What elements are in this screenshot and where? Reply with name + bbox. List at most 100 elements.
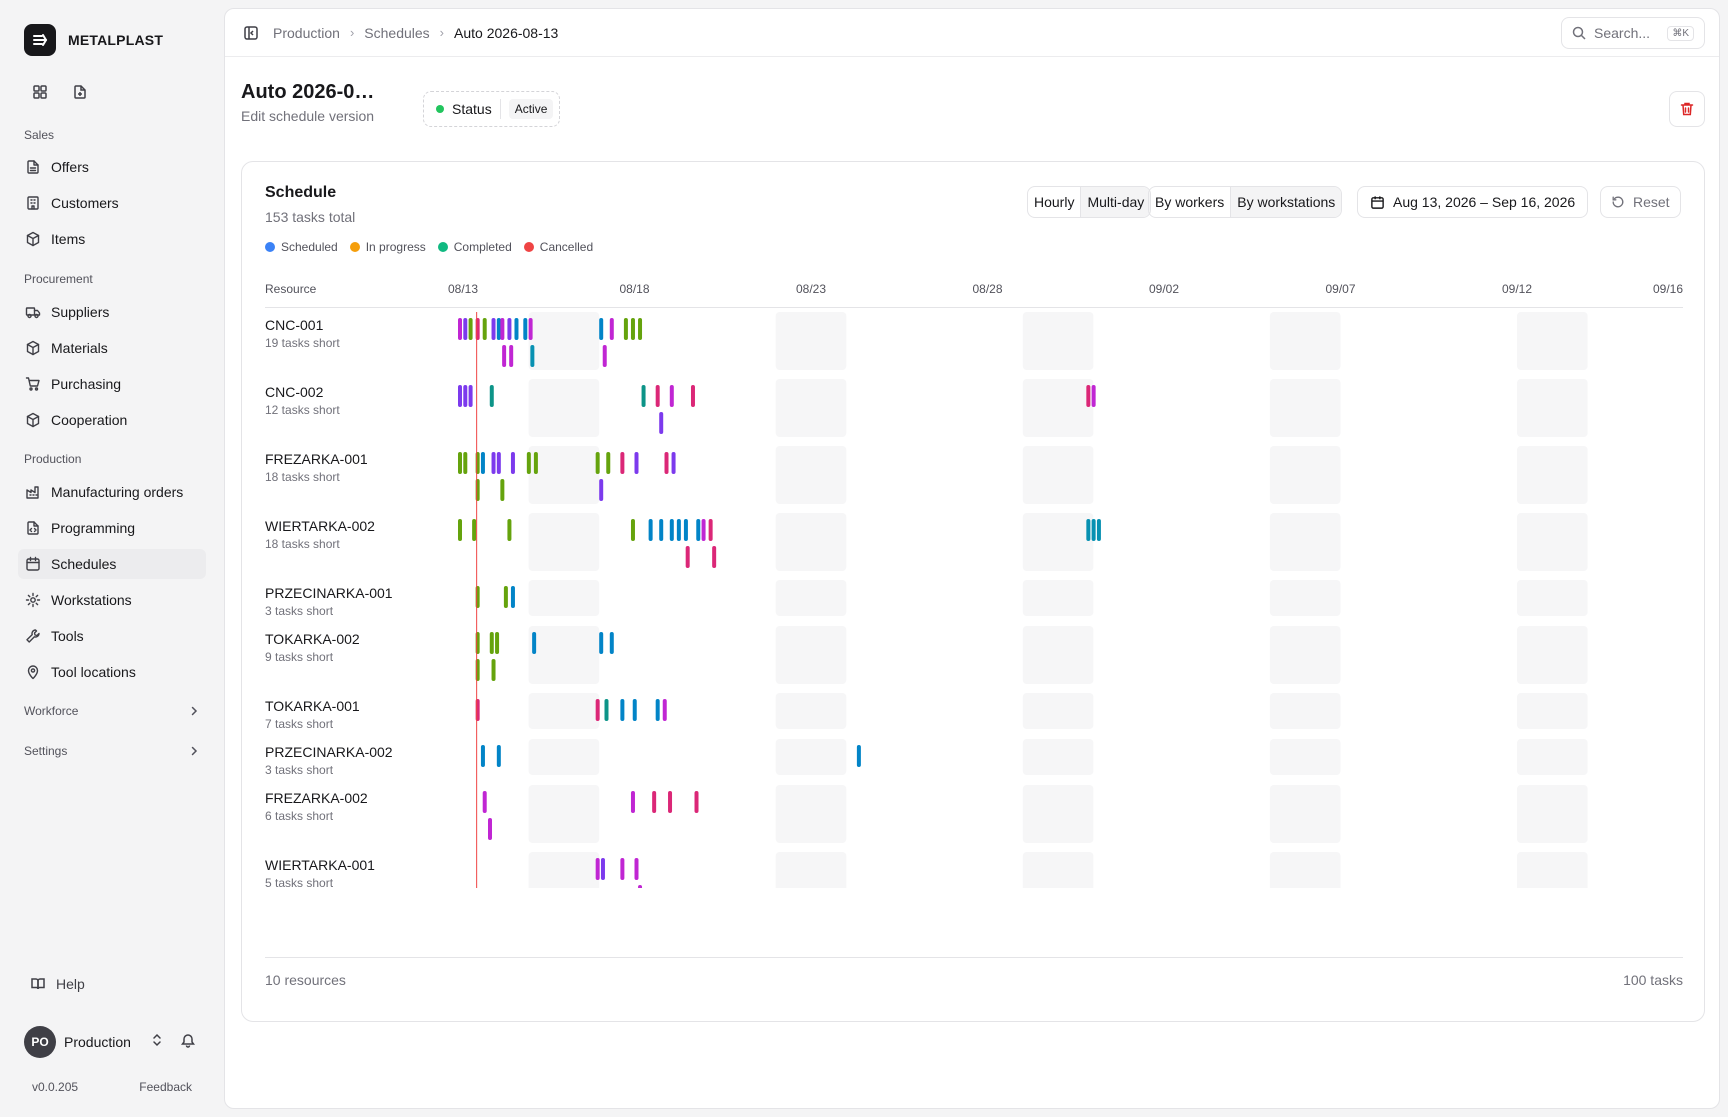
sidebar-item-customers[interactable]: Customers — [18, 188, 206, 218]
task-bar[interactable] — [502, 345, 507, 367]
bell-icon[interactable] — [180, 1032, 196, 1053]
search-input[interactable]: Search... ⌘K — [1561, 17, 1705, 49]
task-bar[interactable] — [1086, 519, 1091, 541]
task-bar[interactable] — [599, 318, 604, 340]
task-bar[interactable] — [623, 318, 628, 340]
task-bar[interactable] — [602, 345, 607, 367]
view-hourly-button[interactable]: Hourly — [1034, 194, 1075, 210]
task-bar[interactable] — [662, 699, 667, 721]
task-bar[interactable] — [458, 318, 462, 340]
task-bar[interactable] — [482, 791, 487, 813]
task-bar[interactable] — [690, 385, 695, 407]
task-bar[interactable] — [495, 632, 500, 654]
task-bar[interactable] — [500, 479, 505, 501]
sidebar-item-cooperation[interactable]: Cooperation — [18, 405, 206, 435]
nav-group-settings[interactable]: Settings — [24, 744, 200, 758]
sidebar-item-items[interactable]: Items — [18, 224, 206, 254]
task-bar[interactable] — [491, 318, 496, 340]
task-bar[interactable] — [530, 345, 535, 367]
task-bar[interactable] — [659, 412, 664, 434]
task-bar[interactable] — [503, 586, 508, 608]
task-bar[interactable] — [463, 385, 468, 407]
task-bar[interactable] — [488, 818, 493, 840]
task-bar[interactable] — [496, 452, 501, 474]
task-bar[interactable] — [526, 452, 531, 474]
task-bar[interactable] — [532, 632, 537, 654]
sidebar-item-suppliers[interactable]: Suppliers — [18, 297, 206, 327]
task-bar[interactable] — [600, 858, 605, 880]
task-bar[interactable] — [489, 385, 494, 407]
task-bar[interactable] — [683, 519, 688, 541]
task-bar[interactable] — [1091, 385, 1096, 407]
task-bar[interactable] — [528, 318, 533, 340]
task-bar[interactable] — [655, 699, 660, 721]
sidebar-item-purchasing[interactable]: Purchasing — [18, 369, 206, 399]
resource-name[interactable]: TOKARKA-001 — [265, 698, 360, 714]
resource-name[interactable]: CNC-002 — [265, 384, 324, 400]
task-bar[interactable] — [500, 318, 505, 340]
date-range-picker[interactable]: Aug 13, 2026 – Sep 16, 2026 — [1357, 186, 1589, 218]
resource-name[interactable]: TOKARKA-002 — [265, 631, 360, 647]
task-bar[interactable] — [599, 479, 604, 501]
task-bar[interactable] — [458, 519, 462, 541]
sidebar-item-tools[interactable]: Tools — [18, 621, 206, 651]
task-bar[interactable] — [685, 546, 690, 568]
task-bar[interactable] — [595, 699, 600, 721]
task-bar[interactable] — [641, 385, 646, 407]
task-bar[interactable] — [510, 586, 515, 608]
task-bar[interactable] — [507, 519, 512, 541]
task-bar[interactable] — [669, 385, 674, 407]
task-bar[interactable] — [1091, 519, 1096, 541]
feedback-link[interactable]: Feedback — [139, 1080, 192, 1094]
task-bar[interactable] — [595, 452, 600, 474]
task-bar[interactable] — [694, 791, 699, 813]
task-bar[interactable] — [458, 385, 462, 407]
task-bar[interactable] — [1096, 519, 1101, 541]
task-bar[interactable] — [595, 858, 600, 880]
dashboard-icon[interactable] — [30, 82, 50, 102]
breadcrumb-schedules[interactable]: Schedules — [364, 24, 430, 41]
task-bar[interactable] — [1086, 385, 1091, 407]
task-bar[interactable] — [634, 452, 639, 474]
task-bar[interactable] — [480, 452, 485, 474]
task-bar[interactable] — [638, 885, 643, 888]
resource-name[interactable]: WIERTARKA-001 — [265, 857, 375, 873]
task-bar[interactable] — [507, 318, 512, 340]
task-bar[interactable] — [606, 452, 611, 474]
resource-name[interactable]: PRZECINARKA-002 — [265, 744, 393, 760]
help-link[interactable]: Help — [30, 976, 85, 992]
resource-name[interactable]: WIERTARKA-002 — [265, 518, 375, 534]
task-bar[interactable] — [648, 519, 653, 541]
task-bar[interactable] — [510, 452, 515, 474]
task-bar[interactable] — [599, 632, 604, 654]
task-bar[interactable] — [480, 745, 485, 767]
task-bar[interactable] — [708, 519, 713, 541]
group-by-workstations-button[interactable]: By workstations — [1230, 187, 1342, 217]
task-bar[interactable] — [676, 519, 681, 541]
task-bar[interactable] — [671, 452, 676, 474]
brand[interactable]: METALPLAST — [24, 24, 163, 56]
resource-name[interactable]: PRZECINARKA-001 — [265, 585, 393, 601]
task-bar[interactable] — [659, 519, 664, 541]
task-bar[interactable] — [856, 745, 861, 767]
task-bar[interactable] — [491, 659, 496, 681]
task-bar[interactable] — [463, 452, 468, 474]
task-bar[interactable] — [632, 699, 637, 721]
sidebar-item-workstations[interactable]: Workstations — [18, 585, 206, 615]
task-bar[interactable] — [496, 745, 501, 767]
task-bar[interactable] — [712, 546, 717, 568]
task-bar[interactable] — [620, 452, 625, 474]
sidebar-item-programming[interactable]: Programming — [18, 513, 206, 543]
view-multi-day-button[interactable]: Multi-day — [1080, 187, 1151, 217]
task-bar[interactable] — [514, 318, 519, 340]
task-bar[interactable] — [638, 318, 643, 340]
task-bar[interactable] — [620, 699, 625, 721]
task-bar[interactable] — [468, 318, 473, 340]
sidebar-item-manufacturing-orders[interactable]: Manufacturing orders — [18, 477, 206, 507]
task-bar[interactable] — [630, 791, 635, 813]
breadcrumb-production[interactable]: Production — [273, 24, 340, 41]
task-bar[interactable] — [630, 519, 635, 541]
resource-name[interactable]: CNC-001 — [265, 317, 324, 333]
task-bar[interactable] — [630, 318, 635, 340]
task-bar[interactable] — [463, 318, 468, 340]
